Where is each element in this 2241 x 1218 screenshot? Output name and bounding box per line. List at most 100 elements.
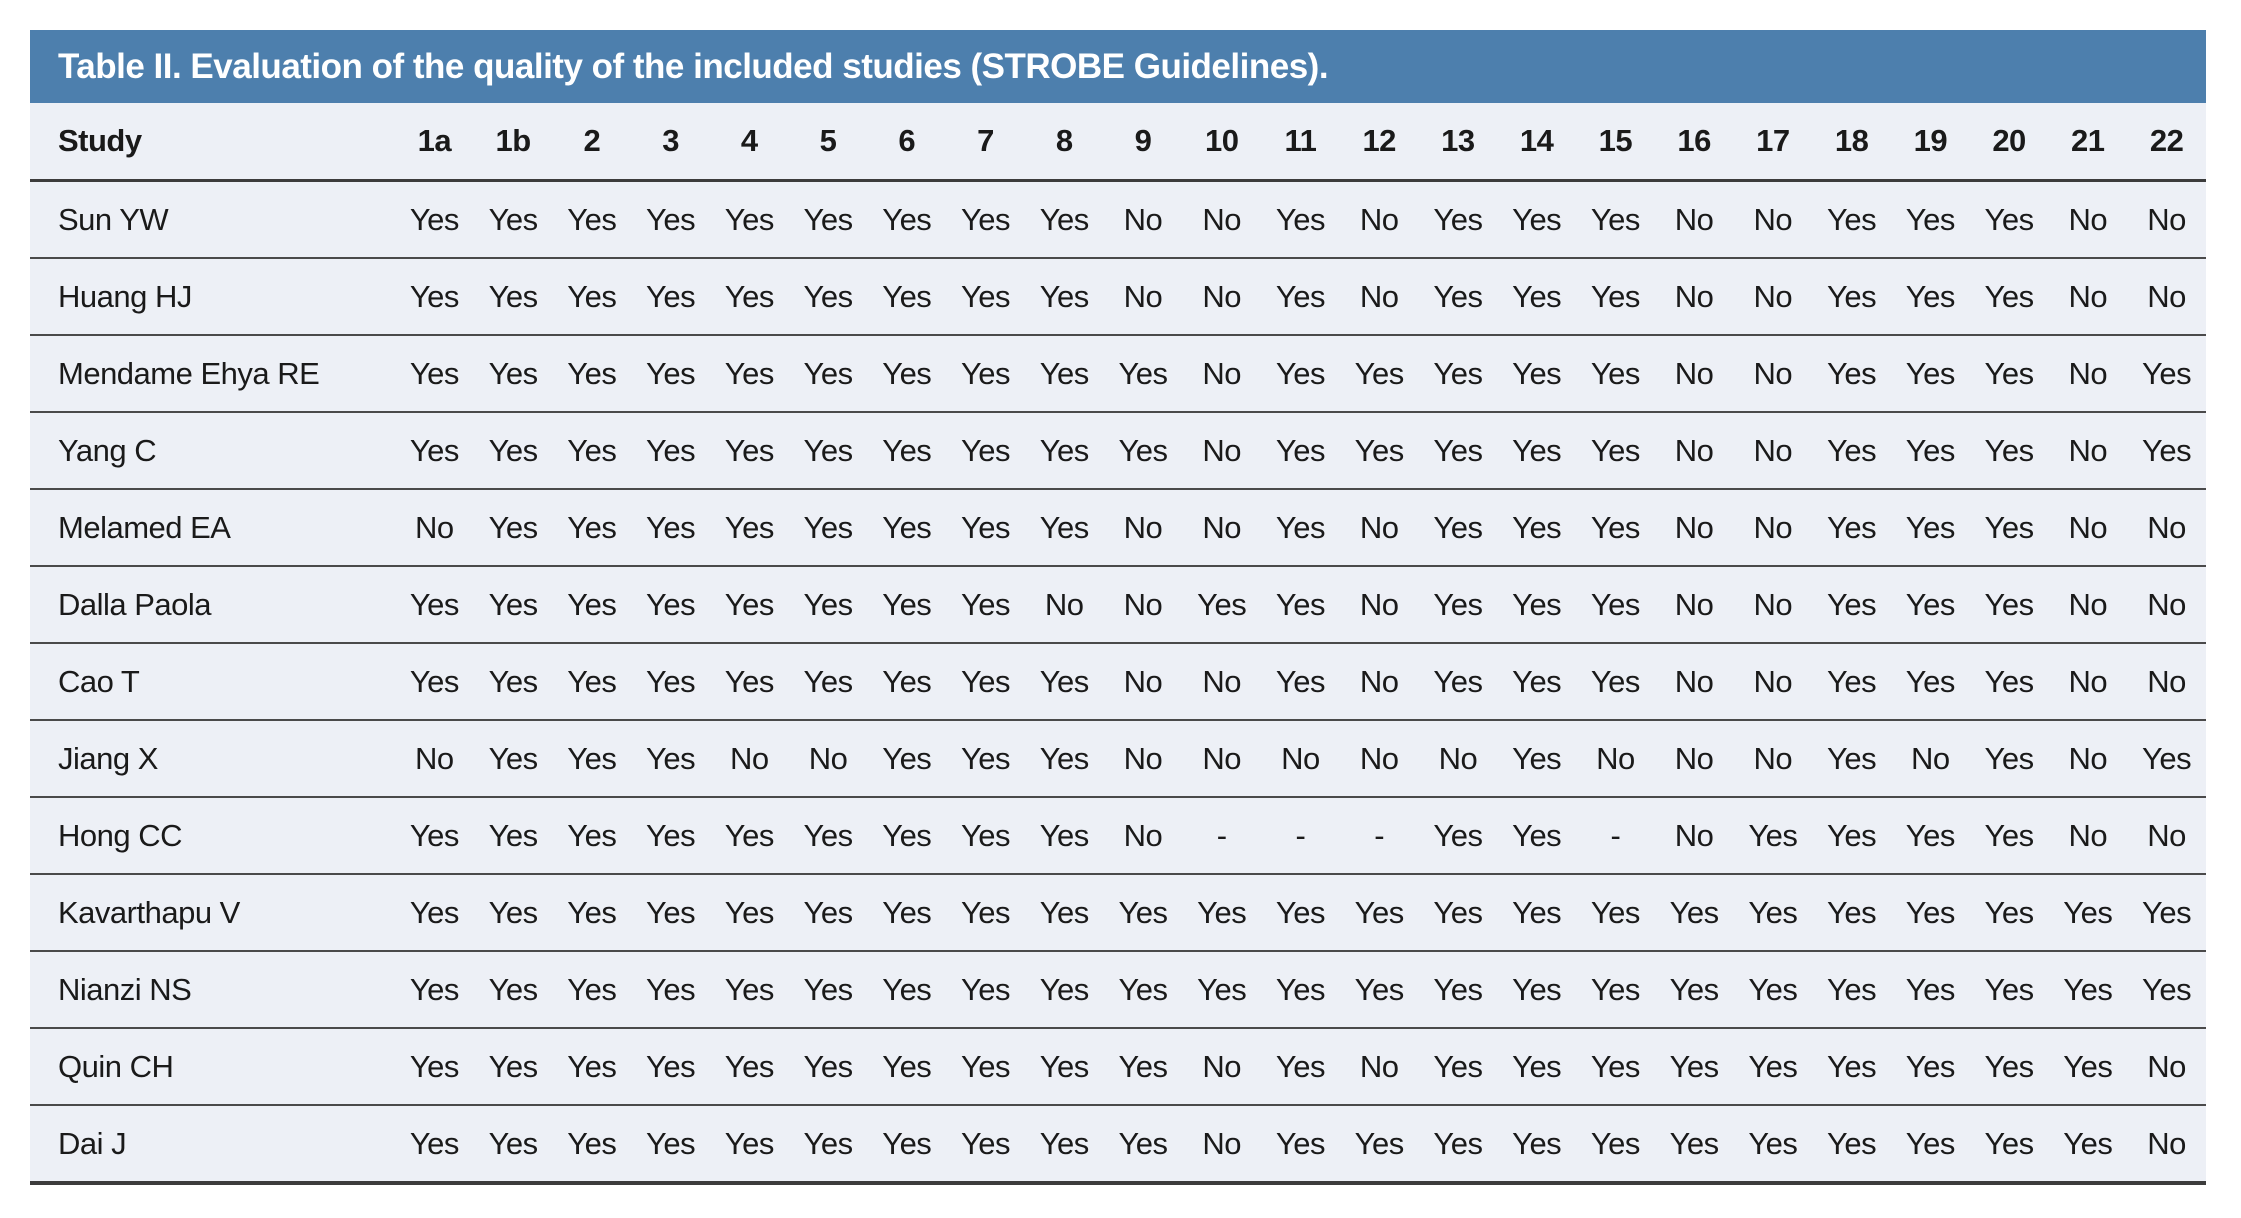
value-cell: Yes: [552, 720, 632, 798]
value-cell: No: [1339, 566, 1419, 644]
value-cell: No: [2048, 258, 2128, 336]
column-header-19: 19: [1890, 103, 1970, 182]
value-cell: Yes: [1733, 874, 1813, 952]
value-cell: Yes: [1418, 643, 1498, 721]
study-name-cell: Quin CH: [30, 1028, 395, 1106]
value-cell: No: [1024, 566, 1104, 644]
value-cell: No: [1182, 643, 1262, 721]
value-cell: No: [1890, 720, 1970, 798]
value-cell: Yes: [946, 720, 1025, 798]
value-cell: No: [1339, 720, 1419, 798]
value-cell: Yes: [1812, 335, 1891, 413]
value-cell: Yes: [552, 258, 632, 336]
value-cell: Yes: [1812, 412, 1891, 490]
value-cell: Yes: [552, 180, 632, 259]
value-cell: Yes: [1418, 797, 1498, 875]
study-name-cell: Dalla Paola: [30, 566, 395, 644]
value-cell: No: [395, 489, 474, 567]
value-cell: Yes: [1576, 412, 1655, 490]
value-cell: Yes: [552, 566, 632, 644]
value-cell: Yes: [1261, 258, 1340, 336]
value-cell: No: [1654, 412, 1734, 490]
column-header-6: 6: [867, 103, 947, 182]
value-cell: Yes: [1024, 874, 1104, 952]
value-cell: No: [1654, 720, 1734, 798]
value-cell: Yes: [867, 874, 947, 952]
value-cell: No: [1654, 643, 1734, 721]
value-cell: Yes: [473, 874, 553, 952]
value-cell: Yes: [1418, 489, 1498, 567]
value-cell: No: [1733, 489, 1813, 567]
value-cell: Yes: [631, 720, 710, 798]
value-cell: Yes: [1339, 412, 1419, 490]
value-cell: Yes: [1024, 489, 1104, 567]
value-cell: Yes: [1497, 335, 1577, 413]
value-cell: No: [2048, 566, 2128, 644]
table-row: Hong CC Yes Yes Yes Yes Yes Yes Yes Yes Yes No - - - Y…: [30, 797, 2206, 875]
value-cell: Yes: [1103, 335, 1183, 413]
value-cell: Yes: [1576, 1105, 1655, 1185]
value-cell: Yes: [1890, 412, 1970, 490]
value-cell: No: [1733, 412, 1813, 490]
value-cell: Yes: [473, 643, 553, 721]
value-cell: Yes: [1969, 643, 2049, 721]
column-header-16: 16: [1654, 103, 1734, 182]
value-cell: Yes: [1812, 489, 1891, 567]
value-cell: No: [1654, 258, 1734, 336]
value-cell: Yes: [1339, 1105, 1419, 1185]
study-name-cell: Cao T: [30, 643, 395, 721]
table-container: Table II. Evaluation of the quality of t…: [30, 30, 2206, 1185]
value-cell: Yes: [1418, 1105, 1498, 1185]
column-header-14: 14: [1497, 103, 1577, 182]
value-cell: Yes: [1418, 258, 1498, 336]
value-cell: Yes: [1182, 951, 1262, 1029]
value-cell: Yes: [631, 335, 710, 413]
study-name-cell: Jiang X: [30, 720, 395, 798]
value-cell: No: [1103, 720, 1183, 798]
value-cell: No: [2127, 1105, 2206, 1185]
value-cell: Yes: [395, 643, 474, 721]
value-cell: Yes: [867, 797, 947, 875]
value-cell: Yes: [709, 797, 789, 875]
value-cell: No: [2127, 643, 2206, 721]
value-cell: Yes: [1497, 1028, 1577, 1106]
value-cell: Yes: [1418, 566, 1498, 644]
value-cell: Yes: [2048, 1028, 2128, 1106]
value-cell: Yes: [709, 874, 789, 952]
value-cell: Yes: [1418, 335, 1498, 413]
value-cell: Yes: [1576, 566, 1655, 644]
table-row: Dai J Yes Yes Yes Yes Yes Yes Yes Yes Yes Yes No Yes…: [30, 1105, 2206, 1185]
value-cell: Yes: [1969, 874, 2049, 952]
value-cell: Yes: [1024, 643, 1104, 721]
value-cell: Yes: [1024, 951, 1104, 1029]
value-cell: Yes: [788, 951, 868, 1029]
value-cell: No: [395, 720, 474, 798]
value-cell: Yes: [1576, 643, 1655, 721]
value-cell: Yes: [1103, 1028, 1183, 1106]
value-cell: Yes: [1733, 951, 1813, 1029]
value-cell: Yes: [709, 1028, 789, 1106]
value-cell: Yes: [1812, 1028, 1891, 1106]
value-cell: Yes: [1733, 1105, 1813, 1185]
value-cell: No: [2127, 180, 2206, 259]
value-cell: No: [1654, 489, 1734, 567]
value-cell: Yes: [1418, 874, 1498, 952]
value-cell: No: [2127, 797, 2206, 875]
value-cell: Yes: [1969, 180, 2049, 259]
value-cell: No: [1654, 180, 1734, 259]
value-cell: Yes: [1261, 489, 1340, 567]
column-header-1a: 1a: [395, 103, 474, 182]
value-cell: Yes: [709, 566, 789, 644]
value-cell: Yes: [1969, 797, 2049, 875]
value-cell: Yes: [1261, 874, 1340, 952]
value-cell: No: [1733, 566, 1813, 644]
study-name-cell: Hong CC: [30, 797, 395, 875]
column-header-3: 3: [631, 103, 710, 182]
column-header-4: 4: [709, 103, 789, 182]
value-cell: Yes: [1497, 258, 1577, 336]
value-cell: Yes: [867, 951, 947, 1029]
value-cell: Yes: [2048, 951, 2128, 1029]
value-cell: Yes: [1812, 643, 1891, 721]
value-cell: Yes: [1024, 412, 1104, 490]
